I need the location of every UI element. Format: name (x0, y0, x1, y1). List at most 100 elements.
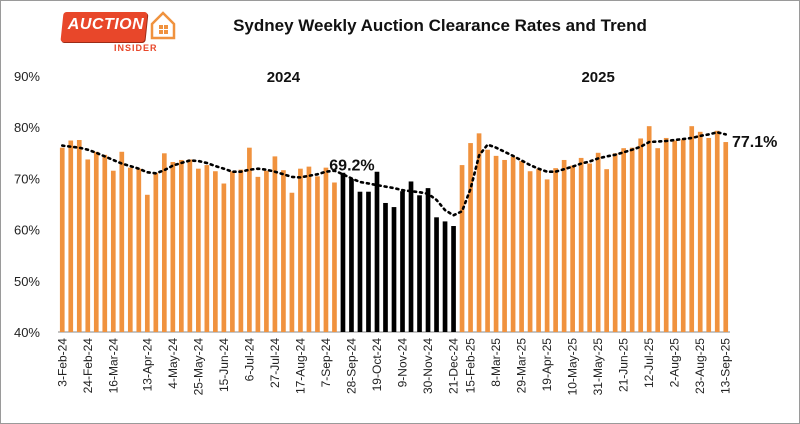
x-tick-label: 8-Mar-25 (489, 338, 503, 387)
bar (221, 183, 227, 332)
bar (638, 138, 644, 332)
bar (587, 163, 592, 332)
bar (519, 160, 524, 332)
bar (76, 140, 82, 332)
bar (468, 143, 473, 332)
bar (425, 188, 431, 332)
x-tick-label: 19-Apr-25 (540, 338, 554, 392)
year-label: 2024 (267, 69, 301, 86)
x-tick-label: 28-Sep-24 (344, 338, 358, 394)
bar (323, 167, 329, 332)
bar (578, 157, 584, 332)
bar (689, 126, 695, 333)
annotation-label: 69.2% (329, 157, 374, 174)
bar (110, 170, 116, 332)
bar (119, 151, 125, 332)
bar (255, 176, 261, 332)
bar (315, 176, 320, 332)
bar (646, 126, 652, 333)
logo-word: AUCTION (67, 16, 145, 33)
x-tick-label: 12-Jul-25 (642, 338, 656, 388)
x-tick-label: 9-Nov-24 (396, 338, 410, 388)
bar (493, 155, 499, 332)
bar (544, 179, 550, 332)
bar (536, 168, 541, 332)
bar (366, 191, 371, 332)
x-tick-label: 19-Oct-24 (370, 338, 384, 392)
house-icon (150, 11, 176, 40)
x-tick-label: 16-Mar-24 (106, 338, 120, 394)
x-tick-label: 30-Nov-24 (421, 338, 435, 394)
bar (264, 170, 269, 332)
bar (204, 165, 210, 332)
x-tick-label: 25-May-24 (191, 338, 205, 396)
bar (595, 152, 601, 332)
bar (144, 194, 150, 332)
trend-line (60, 130, 728, 217)
bar (170, 162, 176, 332)
bar (238, 169, 244, 332)
bar (93, 151, 99, 332)
y-tick-label: 40% (14, 325, 40, 340)
bar (706, 137, 712, 332)
bar (68, 140, 74, 332)
x-tick-label: 3-Feb-24 (55, 338, 69, 387)
x-tick-label: 21-Dec-24 (447, 338, 461, 394)
bar (663, 137, 669, 332)
bar (672, 140, 678, 332)
bar (680, 139, 686, 332)
bar (153, 172, 159, 332)
x-tick-label: 23-Aug-25 (693, 338, 707, 394)
logo-subword: INSIDER (114, 43, 158, 53)
bar (451, 226, 456, 332)
y-tick-label: 50% (14, 274, 40, 289)
bar (85, 159, 91, 332)
bar (485, 149, 490, 332)
bar (357, 191, 363, 332)
bar (476, 133, 482, 332)
x-tick-label: 2-Aug-25 (668, 338, 682, 388)
bar (230, 171, 235, 332)
x-tick-label: 17-Aug-24 (293, 338, 307, 394)
bar (408, 181, 414, 332)
bar (127, 167, 133, 332)
bar (136, 168, 142, 332)
bar (697, 131, 703, 332)
bar (434, 217, 439, 332)
x-tick-label: 13-Sep-25 (719, 338, 733, 394)
bar (442, 221, 448, 332)
year-label: 2025 (581, 69, 614, 86)
bar (102, 154, 108, 332)
bar (196, 168, 201, 332)
bar (570, 165, 575, 332)
bar (179, 159, 184, 332)
x-tick-label: 24-Feb-24 (81, 338, 95, 394)
bar (612, 153, 618, 332)
x-tick-label: 29-Mar-25 (515, 338, 529, 394)
bar (629, 147, 635, 332)
bar (272, 156, 278, 332)
y-tick-label: 70% (14, 171, 40, 186)
x-tick-label: 15-Feb-25 (464, 338, 478, 394)
bar (281, 170, 286, 332)
bar (306, 166, 312, 332)
bar (332, 182, 337, 332)
bar (59, 147, 65, 332)
bar (383, 202, 388, 332)
bar (723, 142, 729, 332)
bar (655, 148, 661, 332)
x-tick-label: 15-Jun-24 (217, 338, 231, 392)
bar (340, 172, 346, 332)
x-tick-label: 7-Sep-24 (319, 338, 333, 388)
bar (400, 191, 405, 332)
x-tick-label: 27-Jul-24 (268, 338, 282, 388)
bar (391, 207, 397, 332)
bar (213, 171, 218, 332)
bar (349, 178, 354, 332)
bar (289, 192, 295, 332)
x-tick-label: 31-May-25 (591, 338, 605, 396)
bar (374, 171, 380, 332)
bar (714, 130, 720, 332)
bar (161, 153, 167, 332)
